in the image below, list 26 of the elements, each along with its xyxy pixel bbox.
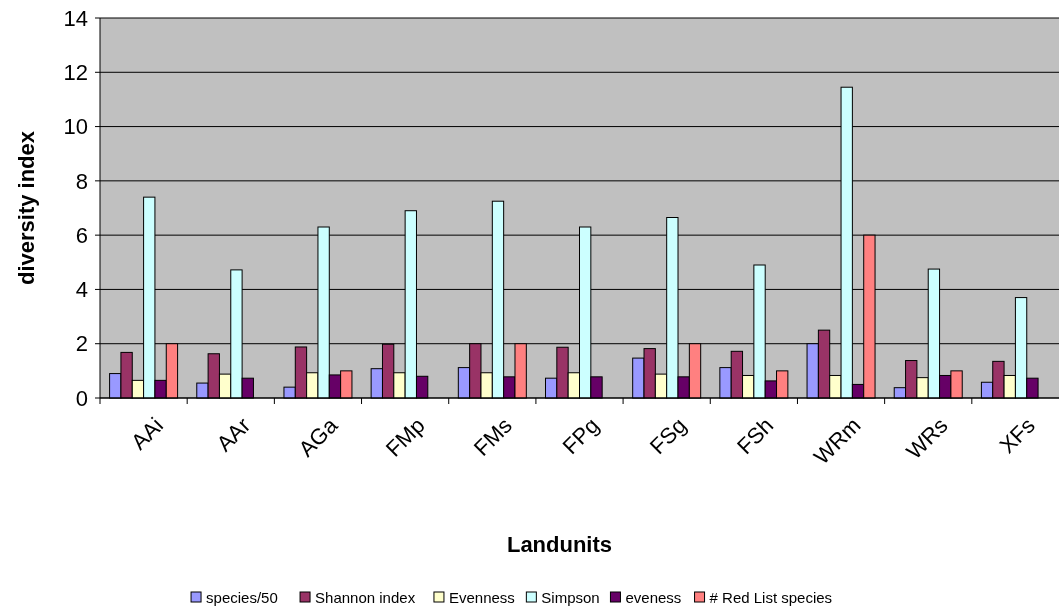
y-tick-label: 8 [75, 168, 88, 194]
x-tick-label: FMs [468, 412, 517, 461]
legend-label: eveness [625, 589, 682, 607]
x-tick-label: FMp [380, 412, 430, 462]
y-tick-label: 10 [63, 114, 88, 140]
x-tick-label: AAr [211, 412, 256, 457]
y-axis-title: diversity index [14, 130, 39, 286]
y-tick-label: 0 [75, 385, 88, 411]
legend-label: species/50 [206, 589, 278, 607]
x-tick-label: XFs [994, 412, 1040, 459]
y-tick-label: 14 [63, 5, 88, 31]
y-tick-label: 2 [75, 331, 88, 357]
x-tick-label: FSh [732, 412, 779, 459]
legend-label: Evenness [448, 589, 515, 607]
legend-label: Shannon index [315, 589, 416, 607]
legend-label: Simpson [541, 589, 600, 607]
x-tick-label: FPg [557, 412, 604, 459]
x-axis-title: Landunits [506, 532, 613, 557]
x-tick-label: FSg [644, 412, 692, 459]
x-tick-label: WRs [901, 412, 953, 465]
y-tick-label: 4 [75, 277, 88, 303]
y-tick-label: 6 [75, 222, 88, 248]
x-tick-label: AGa [293, 412, 343, 462]
legend-label: # Red List species [709, 589, 833, 607]
y-tick-label: 12 [63, 59, 88, 85]
x-tick-label: AAi [126, 412, 169, 455]
